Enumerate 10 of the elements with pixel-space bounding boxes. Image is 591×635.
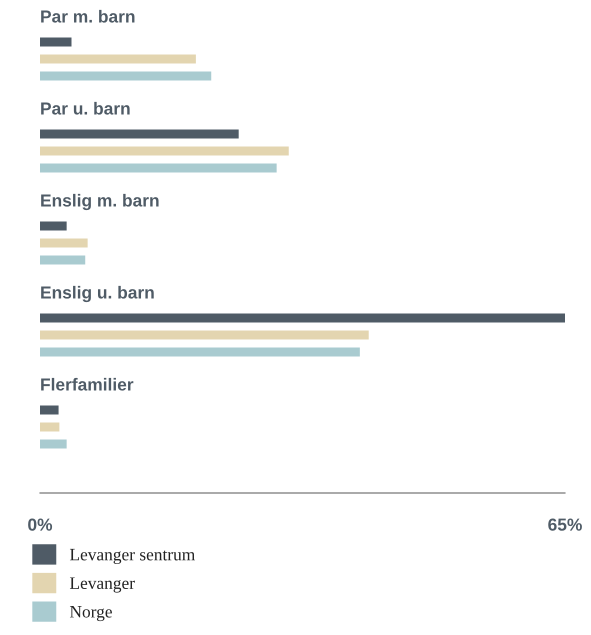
legend-label: Norge — [70, 606, 112, 622]
legend-label: Levanger — [70, 577, 135, 593]
y-tick-label: Flerfamilier — [41, 378, 134, 391]
y-tick-label: Par u. barn — [41, 102, 130, 115]
x-tick-label: 0% — [28, 518, 52, 531]
y-tick-label: Enslig u. barn — [41, 286, 154, 302]
y-tick-label: Enslig m. barn — [41, 194, 159, 210]
x-tick-label: 65% — [548, 518, 582, 531]
legend-label: Levanger sentrum — [70, 548, 196, 564]
y-tick-label: Par m. barn — [41, 10, 134, 23]
